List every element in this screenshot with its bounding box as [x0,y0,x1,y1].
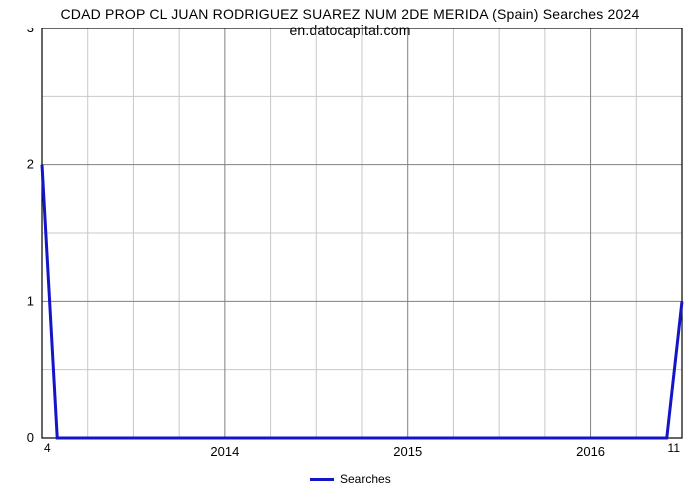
svg-text:0: 0 [27,430,34,445]
svg-text:1: 1 [27,293,34,308]
svg-text:3: 3 [27,28,34,35]
svg-text:2: 2 [27,157,34,172]
svg-text:2016: 2016 [576,444,605,459]
svg-text:11: 11 [668,441,681,455]
svg-text:2014: 2014 [210,444,239,459]
chart-container: { "chart": { "type": "line", "title": "C… [0,0,700,500]
legend-swatch [310,478,334,481]
chart-legend: Searches [310,472,391,486]
legend-label: Searches [340,472,391,486]
chart-plot: 0 1 2 3 2014 2015 2016 4 11 [18,28,700,472]
svg-text:2015: 2015 [393,444,422,459]
svg-text:4: 4 [44,441,51,455]
